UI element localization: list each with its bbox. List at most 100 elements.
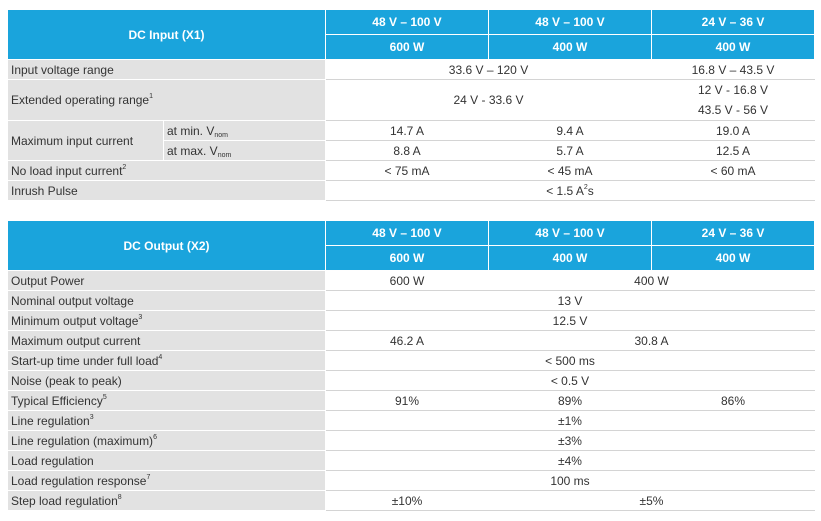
max-input-current-max-c2: 5.7 A [488, 140, 652, 161]
input-table-title: DC Input (X1) [7, 9, 326, 60]
footnote-marker: 8 [117, 493, 122, 501]
dc-output-table: DC Output (X2) 48 V – 100 V 48 V – 100 V… [7, 220, 815, 511]
efficiency-c2: 89% [488, 390, 652, 411]
label-text: Line regulation [11, 413, 90, 428]
row-label-efficiency: Typical Efficiency5 [7, 390, 326, 411]
footnote-marker: 6 [153, 433, 157, 441]
row-label-max-output-current: Maximum output current [7, 330, 326, 351]
output-col2-power: 400 W [488, 245, 652, 271]
table-row: Start-up time under full load4 < 500 ms [7, 350, 815, 371]
output-col2-voltage: 48 V – 100 V [488, 220, 652, 246]
sub-label-text: at min. V [167, 123, 215, 138]
minimum-voltage-value: 12.5 V [325, 310, 815, 331]
step-load-regulation-c23: ±5% [488, 490, 815, 511]
input-voltage-range-value-48v: 33.6 V – 120 V [325, 59, 652, 80]
row-label-output-power: Output Power [7, 270, 326, 291]
row-label-max-input-current: Maximum input current [7, 120, 164, 161]
input-voltage-range-value-24v: 16.8 V – 43.5 V [651, 59, 815, 80]
table-row: Load regulation response7 100 ms [7, 470, 815, 491]
superscript: 2 [583, 183, 588, 191]
row-label-minimum-voltage: Minimum output voltage3 [7, 310, 326, 331]
table-row: Minimum output voltage3 12.5 V [7, 310, 815, 331]
input-col1-power: 600 W [325, 34, 489, 60]
max-input-current-min-c2: 9.4 A [488, 120, 652, 141]
output-power-c23: 400 W [488, 270, 815, 291]
load-regulation-value: ±4% [325, 450, 815, 471]
noise-value: < 0.5 V [325, 370, 815, 391]
line-regulation-value: ±1% [325, 410, 815, 431]
input-col3-voltage: 24 V – 36 V [651, 9, 815, 35]
output-power-c1: 600 W [325, 270, 489, 291]
input-col2-power: 400 W [488, 34, 652, 60]
nominal-voltage-value: 13 V [325, 290, 815, 311]
row-label-step-load-regulation: Step load regulation8 [7, 490, 326, 511]
output-table-title: DC Output (X2) [7, 220, 326, 271]
label-text: Load regulation response [11, 473, 147, 488]
table-row: Inrush Pulse < 1.5 A2s [7, 180, 815, 201]
table-row: Maximum input current at min. Vnom 14.7 … [7, 120, 815, 161]
label-text: Typical Efficiency [11, 393, 103, 408]
output-col1-power: 600 W [325, 245, 489, 271]
load-regulation-response-value: 100 ms [325, 470, 815, 491]
sub-label-min-vnom: at min. Vnom [163, 120, 326, 141]
input-col3-power: 400 W [651, 34, 815, 60]
efficiency-c3: 86% [651, 390, 815, 411]
sub-label-text: at max. V [167, 143, 218, 158]
row-label-no-load: No load input current2 [7, 160, 326, 181]
row-label-inrush: Inrush Pulse [7, 180, 326, 201]
subscript: nom [217, 151, 232, 159]
extended-range-value-24v: 12 V - 16.8 V 43.5 V - 56 V [651, 79, 815, 121]
label-text: No load input current [11, 163, 123, 178]
table-row: Output Power 600 W 400 W [7, 270, 815, 291]
row-label-extended-range: Extended operating range1 [7, 79, 326, 121]
table-row: Load regulation ±4% [7, 450, 815, 471]
table-row: at max. Vnom 8.8 A 5.7 A 12.5 A [8, 140, 815, 161]
footnote-marker: 5 [102, 393, 107, 401]
footnote-marker: 3 [89, 413, 94, 421]
extended-range-line2: 43.5 V - 56 V [697, 103, 769, 117]
dc-input-table: DC Input (X1) 48 V – 100 V 48 V – 100 V … [7, 9, 815, 201]
label-text: Start-up time under full load [11, 353, 159, 368]
footnote-marker: 2 [122, 163, 127, 171]
max-output-current-c1: 46.2 A [325, 330, 489, 351]
footnote-marker: 3 [138, 313, 143, 321]
extended-range-line1: 12 V - 16.8 V [697, 83, 769, 97]
no-load-c2: < 45 mA [488, 160, 652, 181]
input-col1-voltage: 48 V – 100 V [325, 9, 489, 35]
table-row: Line regulation3 ±1% [7, 410, 815, 431]
table-row: Step load regulation8 ±10% ±5% [7, 490, 815, 511]
table-row: Noise (peak to peak) < 0.5 V [7, 370, 815, 391]
inrush-value: < 1.5 A2s [325, 180, 815, 201]
label-text: Step load regulation [11, 493, 118, 508]
output-col3-power: 400 W [651, 245, 815, 271]
max-input-current-min-c1: 14.7 A [325, 120, 489, 141]
row-label-line-regulation: Line regulation3 [7, 410, 326, 431]
table-row: Typical Efficiency5 91% 89% 86% [7, 390, 815, 411]
output-col1-voltage: 48 V – 100 V [325, 220, 489, 246]
footnote-marker: 1 [149, 93, 154, 100]
max-input-current-min-c3: 19.0 A [651, 120, 815, 141]
line-regulation-max-value: ±3% [325, 430, 815, 451]
table-row: Maximum output current 46.2 A 30.8 A [7, 330, 815, 351]
no-load-c1: < 75 mA [325, 160, 489, 181]
table-row: Extended operating range1 24 V - 33.6 V … [7, 79, 815, 121]
label-text: Line regulation (maximum) [11, 433, 154, 448]
row-label-load-regulation: Load regulation [7, 450, 326, 471]
footnote-marker: 7 [146, 473, 151, 481]
row-label-noise: Noise (peak to peak) [7, 370, 326, 391]
extended-range-value-48v: 24 V - 33.6 V [325, 79, 652, 121]
row-label-nominal-voltage: Nominal output voltage [7, 290, 326, 311]
row-label-line-regulation-max: Line regulation (maximum)6 [7, 430, 326, 451]
no-load-c3: < 60 mA [651, 160, 815, 181]
step-load-regulation-c1: ±10% [325, 490, 489, 511]
table-row: Line regulation (maximum)6 ±3% [7, 430, 815, 451]
max-input-current-max-c3: 12.5 A [651, 140, 815, 161]
footnote-marker: 4 [158, 353, 163, 361]
value-text: < 1.5 A [546, 183, 584, 198]
row-label-input-voltage-range: Input voltage range [7, 59, 326, 80]
input-col2-voltage: 48 V – 100 V [488, 9, 652, 35]
max-output-current-c23: 30.8 A [488, 330, 815, 351]
table-row: Nominal output voltage 13 V [7, 290, 815, 311]
row-label-load-regulation-response: Load regulation response7 [7, 470, 326, 491]
table-row: Input voltage range 33.6 V – 120 V 16.8 … [7, 59, 815, 80]
